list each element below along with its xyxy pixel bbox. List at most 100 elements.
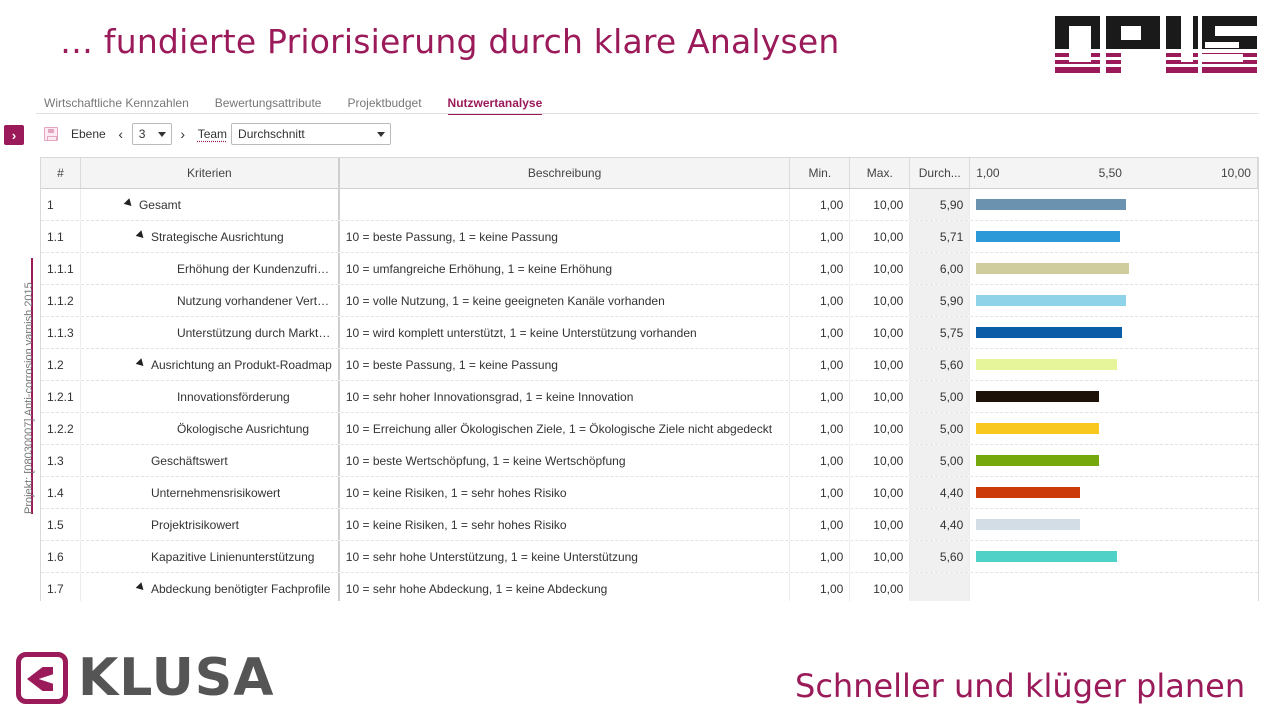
table-row[interactable]: 1.1.3 Unterstützung durch Marktetingstr..…	[41, 317, 1258, 349]
value-bar	[976, 231, 1121, 242]
header-max[interactable]: Max.	[850, 158, 911, 188]
table-row[interactable]: 1.1 Strategische Ausrichtung 10 = beste Pa…	[41, 221, 1258, 253]
row-criteria: Innovationsförderung	[81, 381, 340, 412]
criteria-label: Strategische Ausrichtung	[150, 229, 284, 244]
criteria-label: Geschäftswert	[150, 453, 228, 468]
collapse-triangle-icon[interactable]	[135, 358, 147, 369]
row-number: 1.2.2	[41, 413, 81, 444]
row-bar-cell	[970, 445, 1258, 476]
row-description: 10 = volle Nutzung, 1 = keine geeigneten…	[340, 285, 791, 316]
table-row[interactable]: 1.4 Unternehmensrisikowert 10 = keine Risi…	[41, 477, 1258, 509]
table-row[interactable]: 1.2.1 Innovationsförderung 10 = sehr hoher…	[41, 381, 1258, 413]
row-max: 10,00	[850, 221, 911, 252]
header-criteria[interactable]: Kriterien	[81, 158, 340, 188]
row-average: 5,60	[910, 349, 971, 380]
table-row[interactable]: 1.1.1 Erhöhung der Kundenzufriedenheit 10 …	[41, 253, 1258, 285]
opus-logo	[1055, 16, 1257, 73]
header-number[interactable]: #	[41, 158, 81, 188]
row-number: 1	[41, 189, 81, 220]
row-description: 10 = sehr hohe Unterstützung, 1 = keine …	[340, 541, 791, 572]
value-bar	[976, 391, 1100, 402]
chevron-right-icon[interactable]: ›	[180, 126, 186, 142]
row-min: 1,00	[790, 381, 851, 412]
header-min[interactable]: Min.	[790, 158, 851, 188]
row-description: 10 = keine Risiken, 1 = sehr hohes Risik…	[340, 509, 791, 540]
toolbar: Ebene ‹ 3 › Team Durchschnitt	[44, 123, 392, 145]
row-min: 1,00	[790, 541, 851, 572]
table-row[interactable]: 1.7 Abdeckung benötigter Fachprofile 10 = …	[41, 573, 1258, 601]
row-bar-cell	[970, 413, 1258, 444]
row-number: 1.3	[41, 445, 81, 476]
row-bar-cell	[970, 253, 1258, 284]
row-criteria: Ausrichtung an Produkt-Roadmap	[81, 349, 340, 380]
row-max: 10,00	[850, 541, 911, 572]
team-select[interactable]: Durchschnitt	[231, 123, 392, 145]
criteria-label: Unterstützung durch Marktetingstr...	[176, 325, 332, 340]
row-description: 10 = beste Passung, 1 = keine Passung	[340, 221, 791, 252]
table-row[interactable]: 1.3 Geschäftswert 10 = beste Wertschöpfung…	[41, 445, 1258, 477]
grid-header: # Kriterien Beschreibung Min. Max. Durch…	[41, 158, 1258, 189]
chevron-left-icon[interactable]: ‹	[118, 126, 124, 142]
row-number: 1.2	[41, 349, 81, 380]
tab-projektbudget[interactable]: Projektbudget	[347, 96, 422, 110]
collapse-triangle-icon[interactable]	[135, 230, 147, 241]
chevron-right-icon: ›	[11, 127, 17, 143]
header-average[interactable]: Durch...	[910, 158, 971, 188]
criteria-label: Ökologische Ausrichtung	[176, 421, 310, 436]
row-average: 5,00	[910, 381, 971, 412]
grid-body: 1 Gesamt 1,00 10,00 5,90 1.1 Strategische Ausr…	[41, 189, 1258, 601]
row-min: 1,00	[790, 221, 851, 252]
row-number: 1.1.1	[41, 253, 81, 284]
table-row[interactable]: 1.2.2 Ökologische Ausrichtung 10 = Erreich…	[41, 413, 1258, 445]
table-row[interactable]: 1.6 Kapazitive Linienunterstützung 10 = se…	[41, 541, 1258, 573]
tab-bewertungsattribute[interactable]: Bewertungsattribute	[214, 96, 322, 110]
row-criteria: Abdeckung benötigter Fachprofile	[81, 573, 340, 601]
tab-bar: Wirtschaftliche Kennzahlen Bewertungsatt…	[44, 96, 568, 115]
row-criteria: Unternehmensrisikowert	[81, 477, 340, 508]
row-max: 10,00	[850, 509, 911, 540]
tab-nutzwertanalyse[interactable]: Nutzwertanalyse	[447, 96, 543, 115]
row-bar-cell	[970, 285, 1258, 316]
row-number: 1.1.2	[41, 285, 81, 316]
row-min: 1,00	[790, 285, 851, 316]
criteria-label: Projektrisikowert	[150, 517, 239, 532]
row-average: 5,90	[910, 189, 971, 220]
save-icon[interactable]	[44, 127, 58, 141]
row-average: 5,00	[910, 445, 971, 476]
header-description[interactable]: Beschreibung	[340, 158, 791, 188]
klusa-logo-text: KLUSA	[78, 648, 275, 708]
row-description: 10 = Erreichung aller Ökologischen Ziele…	[340, 413, 791, 444]
row-average: 5,90	[910, 285, 971, 316]
side-panel-toggle-button[interactable]: ›	[4, 125, 24, 145]
table-row[interactable]: 1.5 Projektrisikowert 10 = keine Risiken, …	[41, 509, 1258, 541]
row-average: 5,71	[910, 221, 971, 252]
row-criteria: Kapazitive Linienunterstützung	[81, 541, 340, 572]
row-average: 5,75	[910, 317, 971, 348]
row-max: 10,00	[850, 349, 911, 380]
row-number: 1.6	[41, 541, 81, 572]
row-number: 1.1	[41, 221, 81, 252]
row-bar-cell	[970, 477, 1258, 508]
collapse-triangle-icon[interactable]	[123, 198, 135, 209]
row-max: 10,00	[850, 381, 911, 412]
value-bar	[976, 327, 1123, 338]
value-bar	[976, 551, 1118, 562]
level-select[interactable]: 3	[131, 123, 172, 145]
row-number: 1.4	[41, 477, 81, 508]
caret-down-icon	[377, 132, 386, 137]
criteria-label: Erhöhung der Kundenzufriedenheit	[176, 261, 332, 276]
team-label: Team	[197, 127, 228, 141]
value-bar	[976, 199, 1127, 210]
value-bar	[976, 423, 1100, 434]
table-row[interactable]: 1.1.2 Nutzung vorhandener Vertriebska... 1…	[41, 285, 1258, 317]
collapse-triangle-icon[interactable]	[135, 582, 147, 593]
table-row[interactable]: 1 Gesamt 1,00 10,00 5,90	[41, 189, 1258, 221]
table-row[interactable]: 1.2 Ausrichtung an Produkt-Roadmap 10 = be…	[41, 349, 1258, 381]
header-scale: 1,00 5,50 10,00	[970, 158, 1258, 188]
row-criteria: Unterstützung durch Marktetingstr...	[81, 317, 340, 348]
row-max: 10,00	[850, 285, 911, 316]
tab-wirtschaftliche-kennzahlen[interactable]: Wirtschaftliche Kennzahlen	[44, 96, 189, 110]
criteria-label: Abdeckung benötigter Fachprofile	[150, 581, 331, 596]
criteria-label: Innovationsförderung	[176, 389, 290, 404]
row-criteria: Projektrisikowert	[81, 509, 340, 540]
